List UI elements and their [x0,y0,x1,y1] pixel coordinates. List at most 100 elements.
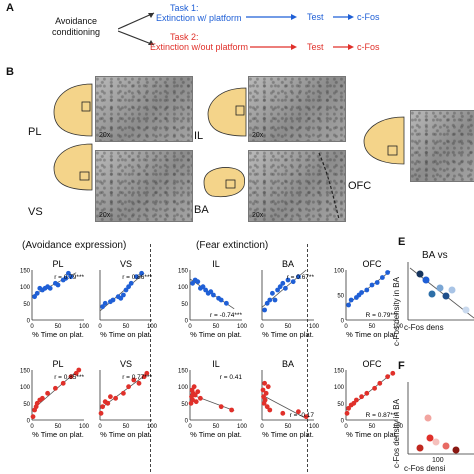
data-point [139,270,144,276]
y-tick-label: 0 [185,319,189,325]
data-point [34,400,40,406]
x-tick-label: 100 [393,424,404,430]
data-point [372,385,377,391]
y-tick-label: 150 [334,369,345,375]
x-tick-label: 0 [260,324,264,330]
data-point [63,275,69,281]
correlation-label: r = 0.85*** [54,374,84,381]
magnification-label: 20x [99,212,111,219]
data-point [303,414,309,420]
x-axis-label: % Time on plat. [100,430,152,439]
x-axis-label: % Time on plat. [346,330,398,339]
y-tick-label: 150 [178,369,189,375]
panel-e-plot [407,262,474,321]
x-axis-label: % Time on plat. [262,330,314,339]
plot-title: IL [212,259,220,269]
data-point [369,282,375,288]
panel-e-title: BA vs [422,250,448,261]
fit-line [261,394,307,419]
data-point [102,300,108,306]
data-point [53,385,58,391]
scatter-plot-ba: BA 0 50 100 r = -0.17 % Time on plat. [260,359,319,439]
data-point [98,410,104,416]
data-point [68,374,74,380]
panel-f-point [424,414,432,422]
data-point [121,292,126,298]
data-point [190,397,195,403]
data-point [351,400,357,406]
data-point [272,297,278,303]
task1-cfos-label: c-Fos [357,12,380,22]
panel-e-point [416,270,424,278]
panel-e-ylabel: c-Fos density in BA [392,277,401,346]
data-point [296,274,301,280]
correlation-label: r = 0.79*** [54,274,84,281]
data-point [262,307,267,313]
data-point [354,397,359,403]
data-point [296,409,301,415]
x-tick-label: 0 [344,324,348,330]
data-point [364,390,370,396]
plot-title: PL [52,259,63,269]
x-tick-label: 0 [30,324,34,330]
panel-a-letter: A [6,2,14,14]
data-point [285,277,291,283]
plot-title: PL [52,359,63,369]
data-point [118,295,124,301]
scatter-plot-ofc: OFC 0 50 100 150 0 50 100 R = 0.87*** % Time on p… [334,359,404,439]
x-axis-label: % Time on plat. [32,430,84,439]
brain-section-pl-icon [53,83,93,137]
y-tick-label: 150 [178,269,189,275]
plot-title: IL [212,359,220,369]
scatter-plot-pl: PL 0 50 100 150 0 50 100 r = 0.85*** % Time on pl… [20,359,90,439]
data-point [110,297,116,303]
y-tick-label: 50 [23,402,30,408]
data-point [141,374,147,380]
panel-e-xlabel: c-Fos dens [404,323,444,332]
scatter-plot-ba: BA 0 50 100 r = 0.67** % Time on plat. [260,259,320,339]
panel-f-ylabel: c-Fos density in BA [392,399,401,468]
x-tick-label: 100 [309,324,320,330]
data-point [126,384,131,390]
data-point [283,285,288,291]
y-tick-label: 100 [334,269,345,275]
arrow-to-task2 [118,30,155,46]
data-point [359,394,364,400]
plot-title: BA [282,259,294,269]
y-tick-label: 150 [20,269,31,275]
data-point [195,389,201,395]
data-point [218,404,224,410]
x-tick-label: 50 [55,324,62,330]
y-tick-label: 100 [20,385,31,391]
x-tick-label: 100 [393,324,404,330]
data-point [264,300,270,306]
data-point [263,390,269,396]
panel-f-point [426,434,434,442]
region-label-il: IL [194,130,204,142]
data-point [344,410,350,416]
panel-b-letter: B [6,66,14,78]
panel-f-letter: F [398,360,405,372]
data-point [385,374,390,380]
data-point [136,380,142,386]
data-point [208,289,214,295]
correlation-label: r = 0.67** [287,274,315,281]
panel-e-point [428,290,436,298]
brain-section-vs-icon [53,143,93,191]
data-point [76,367,82,373]
data-point [264,404,270,410]
data-point [73,370,79,376]
region-label-vs: VS [28,206,43,218]
group-label-fear: (Fear extinction) [196,240,269,251]
x-tick-label: 50 [369,324,376,330]
correlation-label: r = -0.74*** [210,312,242,319]
panel-f-point [442,442,450,450]
scatter-plot-il: IL 0 50 100 150 0 50 100 r = -0.74*** % Time on p… [178,259,248,339]
x-tick-label: 100 [147,324,158,330]
x-axis-label: % Time on plat. [190,330,242,339]
x-tick-label: 100 [237,324,248,330]
data-point [191,384,197,390]
x-tick-label: 0 [260,424,264,430]
micrograph-il: 20x [248,76,346,142]
data-point [100,404,105,410]
